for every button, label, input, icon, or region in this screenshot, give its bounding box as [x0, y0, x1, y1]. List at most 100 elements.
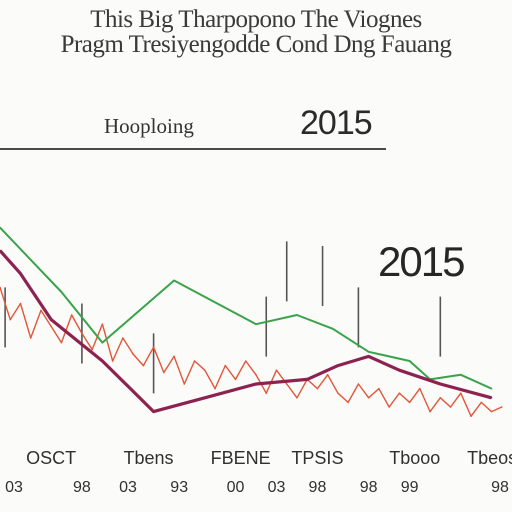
data-point-green-5 — [255, 323, 257, 326]
x-number-label: 03 — [5, 479, 23, 496]
data-point-red-48 — [490, 410, 493, 413]
data-point-red-41 — [419, 387, 421, 390]
data-point-green-9 — [408, 360, 411, 362]
data-point-red-4 — [40, 309, 42, 312]
data-point-maroon-12 — [490, 397, 493, 399]
data-point-red-21 — [214, 387, 216, 390]
data-point-green-4 — [173, 279, 175, 282]
data-point-red-20 — [204, 369, 206, 372]
data-point-red-49 — [500, 406, 503, 408]
data-point-red-25 — [255, 374, 257, 376]
data-point-green-7 — [332, 328, 334, 330]
data-point-red-39 — [398, 392, 401, 395]
data-point-red-14 — [142, 364, 145, 367]
data-point-red-16 — [163, 371, 165, 374]
series-line-green — [0, 226, 492, 390]
data-point-maroon-4 — [152, 410, 155, 413]
data-point-red-10 — [101, 323, 104, 326]
data-point-red-33 — [337, 392, 339, 395]
data-point-red-3 — [29, 337, 32, 339]
year-label-chart: 2015 — [378, 238, 465, 285]
data-point-red-8 — [81, 332, 83, 335]
chart-title-line-1: This Big Tharpopono The Viognes — [90, 6, 422, 33]
data-point-red-47 — [480, 401, 483, 404]
data-point-red-35 — [357, 383, 360, 385]
series-line-maroon — [0, 249, 492, 414]
x-tick-label: FBENE — [210, 448, 271, 468]
data-point-red-19 — [193, 360, 196, 362]
data-point-red-7 — [70, 314, 73, 316]
data-point-green-12 — [490, 387, 493, 390]
series-line-red — [0, 287, 503, 417]
x-number-label: 98 — [491, 479, 509, 496]
data-point-maroon-1 — [19, 272, 22, 275]
data-point-red-2 — [19, 302, 22, 305]
data-point-red-40 — [408, 401, 411, 404]
year-label-top: 2015 — [300, 104, 373, 142]
data-point-red-29 — [296, 397, 298, 399]
data-point-red-5 — [50, 325, 52, 328]
data-point-green-1 — [29, 259, 32, 261]
data-point-maroon-5 — [204, 397, 206, 399]
data-point-maroon-10 — [398, 369, 401, 372]
data-point-red-32 — [326, 374, 329, 376]
data-point-maroon-9 — [367, 355, 370, 358]
chart-title-line-2: Pragm Tresiyengodde Cond Dng Fauang — [60, 31, 452, 58]
x-tick-label: Tbens — [123, 448, 174, 468]
data-point-red-31 — [316, 387, 319, 390]
data-point-red-28 — [285, 383, 288, 385]
data-point-red-43 — [439, 397, 442, 399]
data-point-red-1 — [9, 318, 12, 321]
data-point-red-23 — [234, 378, 237, 381]
x-number-label: 99 — [400, 479, 419, 496]
header-rule — [0, 148, 386, 150]
data-point-maroon-8 — [337, 364, 339, 367]
series-lines — [0, 226, 503, 418]
data-point-green-2 — [60, 291, 63, 293]
data-point-green-3 — [101, 341, 104, 344]
data-point-red-12 — [122, 337, 124, 339]
data-point-red-26 — [265, 392, 268, 395]
x-tick-label: Tbeoss — [467, 448, 512, 468]
data-point-green-11 — [460, 374, 462, 376]
data-point-red-27 — [275, 369, 278, 372]
data-point-green-0 — [0, 226, 1, 229]
data-point-red-38 — [388, 406, 390, 408]
x-number-label: 00 — [226, 479, 245, 496]
x-number-label: 98 — [308, 479, 327, 496]
x-number-label: 03 — [119, 479, 137, 496]
data-point-red-11 — [111, 360, 114, 362]
x-tick-label: TPSIS — [291, 448, 344, 468]
data-point-red-22 — [224, 364, 227, 367]
data-point-green-8 — [367, 351, 370, 353]
x-number-label: 93 — [170, 479, 189, 496]
data-point-maroon-2 — [50, 318, 52, 321]
data-point-red-15 — [152, 346, 155, 349]
data-point-red-13 — [132, 353, 134, 355]
data-point-green-6 — [296, 314, 298, 316]
data-point-red-36 — [367, 397, 370, 399]
subheading: Hooploing — [104, 114, 194, 138]
data-point-maroon-0 — [0, 249, 1, 252]
data-point-red-6 — [60, 341, 63, 344]
data-point-red-18 — [183, 383, 186, 385]
data-point-maroon-7 — [306, 378, 309, 381]
data-point-maroon-11 — [439, 383, 442, 385]
data-point-red-45 — [460, 392, 462, 395]
data-point-red-46 — [470, 415, 472, 418]
data-point-maroon-6 — [255, 383, 257, 385]
data-point-red-44 — [449, 406, 452, 408]
data-point-maroon-3 — [101, 360, 104, 362]
data-point-red-37 — [378, 387, 380, 390]
data-point-red-34 — [347, 401, 349, 404]
x-number-label: 98 — [359, 479, 378, 496]
data-point-red-9 — [91, 348, 93, 351]
x-number-label: 98 — [73, 479, 91, 496]
x-tick-label: Tbooo — [389, 448, 441, 468]
x-number-label: 03 — [267, 479, 286, 496]
data-point-red-24 — [244, 360, 247, 362]
data-point-red-0 — [0, 286, 1, 289]
x-tick-label: OSCT — [26, 448, 77, 468]
data-point-red-17 — [173, 355, 175, 358]
